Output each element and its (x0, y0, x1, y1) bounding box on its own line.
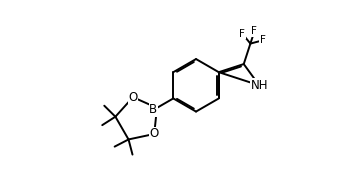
Text: F: F (260, 35, 266, 45)
Text: B: B (149, 103, 157, 116)
Text: NH: NH (250, 79, 268, 92)
Text: F: F (251, 26, 257, 36)
Text: F: F (240, 29, 245, 39)
Text: O: O (150, 128, 159, 140)
Text: O: O (129, 91, 138, 104)
